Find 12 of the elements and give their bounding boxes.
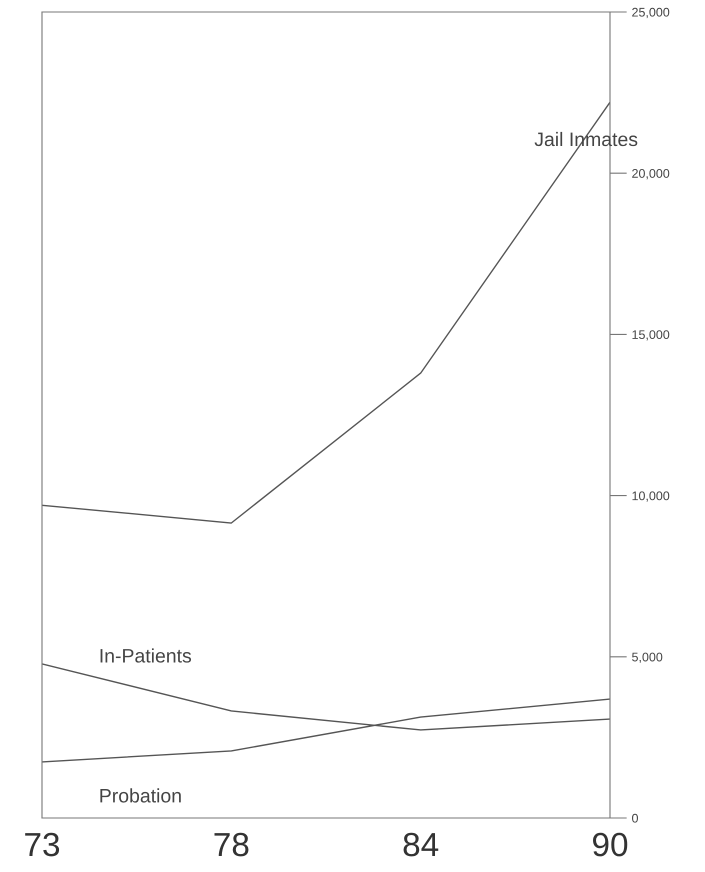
x-tick-label: 90 — [593, 832, 628, 856]
series-label: In-Patients — [100, 648, 192, 663]
y-tick-label: 25,000 — [632, 8, 670, 18]
x-tick-label: 84 — [404, 832, 438, 856]
x-tick-label: 73 — [25, 832, 60, 856]
y-tick-label: 5,000 — [632, 652, 662, 663]
x-tick-label: 78 — [214, 832, 248, 856]
y-tick-label: 15,000 — [632, 330, 670, 341]
y-tick-label: 10,000 — [632, 491, 670, 502]
series-label: Probation — [100, 788, 181, 803]
y-tick-label: 0 — [632, 814, 638, 823]
y-tick-label: 20,000 — [632, 169, 670, 180]
